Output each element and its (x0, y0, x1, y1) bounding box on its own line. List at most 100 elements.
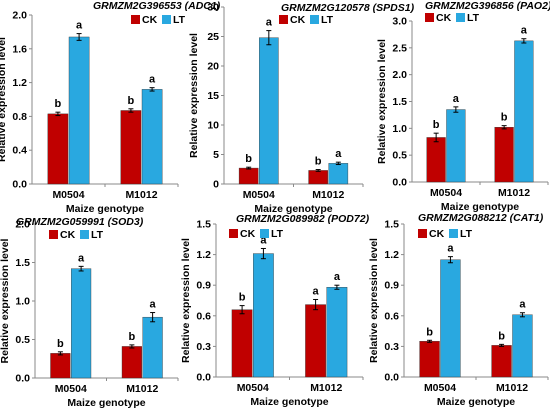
panel-title: GRMZM2G088212 (CAT1) (418, 212, 544, 224)
bar-lt-m0504 (446, 109, 466, 183)
legend-swatch-ck (418, 229, 427, 238)
panel-title: GRMZM2G120578 (SPDS1) (281, 2, 415, 14)
y-tick-label: 0.6 (384, 310, 399, 322)
significance-letter: b (128, 95, 135, 107)
y-tick-label: 0.5 (392, 150, 407, 162)
y-tick-label: 2.0 (12, 10, 27, 22)
y-tick-label: 0.0 (384, 372, 399, 384)
x-tick-label: M0504 (52, 189, 84, 201)
y-tick-label: 1.5 (196, 219, 211, 231)
y-axis-label: Relative expression level (368, 238, 380, 363)
bar-lt-m0504 (440, 259, 461, 378)
panel-title: GRMZM2G089982 (POD72) (236, 213, 370, 225)
significance-letter: a (76, 20, 83, 32)
y-tick-label: 25 (207, 31, 219, 43)
x-axis-label: Maize genotype (441, 201, 519, 213)
bar-ck-m0504 (231, 309, 253, 378)
significance-letter: b (501, 112, 508, 124)
y-tick-label: 0.5 (15, 334, 30, 346)
bar-lt-m0504 (68, 36, 90, 185)
chart-panel-3: 0.0 0.5 1.0 1.5 2.0 2.5 3.0 b a M0504 b a M1012 Maize… (376, 0, 550, 213)
y-tick-label: 10 (207, 120, 219, 132)
legend-label-lt: LT (321, 14, 334, 26)
y-tick-label: 2.0 (15, 219, 30, 231)
y-tick-label: 30 (207, 2, 219, 14)
y-tick-label: 5 (213, 149, 219, 161)
chart-panel-2: 0 5 10 15 20 25 30 b a M0504 b a M1012 Maize genotype… (188, 2, 415, 216)
bar-ck-m1012 (305, 304, 326, 378)
x-tick-label: M0504 (424, 382, 456, 394)
bar-ck-m0504 (238, 167, 259, 185)
legend-swatch-lt (310, 15, 319, 24)
bar-ck-m0504 (426, 137, 446, 183)
y-tick-label: 0.0 (196, 372, 211, 384)
legend-label-ck: CK (429, 228, 445, 240)
x-axis-label: Maize genotype (67, 397, 145, 409)
x-tick-label: M1012 (498, 187, 530, 199)
significance-letter: a (266, 17, 273, 29)
bar-ck-m0504 (50, 353, 71, 379)
x-tick-label: M1012 (125, 189, 157, 201)
bar-ck-m0504 (47, 113, 69, 185)
legend: CK LT (279, 14, 334, 26)
y-tick-label: 0.0 (392, 177, 407, 189)
bar-ck-m1012 (494, 127, 514, 183)
legend-swatch-ck (229, 229, 238, 238)
x-axis-label: Maize genotype (250, 396, 328, 408)
legend: CK LT (131, 14, 186, 26)
x-tick-label: M1012 (126, 383, 158, 395)
x-tick-label: M0504 (237, 382, 269, 394)
chart-panel-4: 0.0 0.5 1.0 1.5 2.0 b a M0504 b a M1012 Maize genot… (0, 216, 179, 409)
y-tick-label: 0.4 (12, 145, 27, 157)
y-tick-label: 1.5 (384, 219, 399, 231)
chart-panel-1: 0.0 0.4 0.8 1.2 1.6 2.0 b a M0504 b a M1012 Maize ge… (0, 0, 221, 215)
x-tick-label: M1012 (312, 189, 344, 201)
legend-swatch-ck (425, 13, 434, 22)
legend: CK LT (425, 12, 480, 24)
panel-title: GRMZM2G059991 (SOD3) (16, 216, 144, 228)
significance-letter: a (519, 299, 526, 311)
y-tick-label: 0.3 (384, 341, 399, 353)
significance-letter: a (447, 243, 454, 255)
y-tick-label: 0.6 (196, 310, 211, 322)
significance-letter: a (335, 148, 342, 160)
legend-label-ck: CK (60, 229, 76, 241)
y-tick-label: 1.5 (15, 257, 30, 269)
y-tick-label: 1.5 (392, 96, 407, 108)
significance-letter: b (315, 156, 322, 168)
bar-lt-m1012 (141, 89, 163, 185)
legend-label-lt: LT (467, 12, 480, 24)
y-tick-label: 1.2 (196, 249, 211, 261)
bar-lt-m0504 (259, 37, 279, 185)
y-tick-label: 0.0 (12, 179, 27, 191)
legend-label-lt: LT (91, 229, 104, 241)
y-axis-label: Relative expression level (376, 39, 388, 164)
bar-lt-m0504 (71, 268, 92, 379)
legend-label-lt: LT (173, 14, 186, 26)
significance-letter: b (55, 98, 62, 110)
legend-swatch-ck (131, 15, 140, 24)
x-axis-label: Maize genotype (254, 203, 332, 215)
legend-swatch-ck (49, 230, 58, 239)
legend: CK LT (49, 229, 104, 241)
bar-ck-m1012 (308, 170, 328, 185)
y-axis-label: Relative expression level (0, 37, 8, 162)
significance-letter: a (313, 285, 320, 297)
legend-label-ck: CK (240, 228, 256, 240)
legend-swatch-lt (456, 13, 465, 22)
bar-ck-m1012 (491, 345, 512, 378)
x-tick-label: M1012 (310, 382, 342, 394)
y-tick-label: 15 (207, 90, 219, 102)
legend-swatch-lt (80, 230, 89, 239)
significance-letter: a (521, 25, 528, 37)
y-tick-label: 0.9 (384, 280, 399, 292)
chart-panel-6: 0.0 0.3 0.6 0.9 1.2 1.5 b a M0504 b a M1012 Maize ge… (368, 212, 549, 408)
legend-swatch-ck (279, 15, 288, 24)
legend-label-ck: CK (436, 12, 452, 24)
legend-swatch-lt (260, 229, 269, 238)
bar-lt-m1012 (326, 287, 348, 378)
significance-letter: b (57, 338, 64, 350)
x-tick-label: M0504 (243, 189, 275, 201)
significance-letter: b (239, 292, 246, 304)
